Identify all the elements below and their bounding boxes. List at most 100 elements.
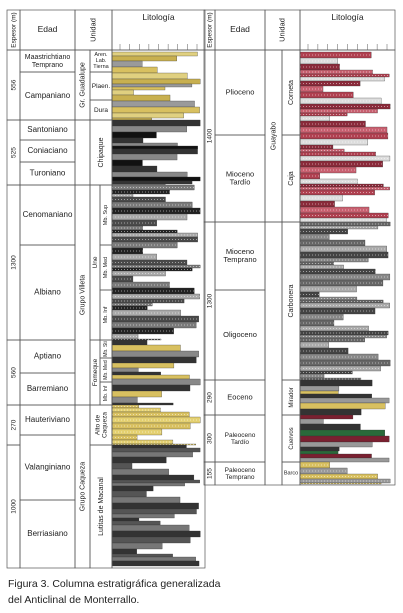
lithology-bar <box>299 453 372 459</box>
formation: Mirador <box>289 387 295 407</box>
header: Edad <box>230 24 250 34</box>
lithology-bar <box>111 496 181 504</box>
formation: Mb. Sti <box>103 341 109 357</box>
lithology-bar <box>111 72 188 80</box>
lithology-bar <box>111 344 181 352</box>
age: Mioceno Tardío <box>226 169 254 186</box>
lithology-bar <box>299 461 330 469</box>
label-line: Grupo Caqueza <box>79 462 86 512</box>
lithology-bar <box>111 60 143 68</box>
lithology-bar <box>299 206 370 214</box>
formation: Barco <box>284 471 298 477</box>
header: Litología <box>331 12 363 22</box>
label-line: Albiano <box>34 288 61 297</box>
lithology-bar <box>111 462 133 470</box>
label-line: 556 <box>10 79 17 90</box>
lithology-bar <box>299 370 353 375</box>
group: Grupo Caqueza <box>79 462 86 512</box>
thickness: 1300 <box>10 255 17 270</box>
lithology-bar <box>299 257 369 263</box>
lithology-bar <box>111 530 201 538</box>
thickness: 270 <box>10 419 17 430</box>
label-line: Tardío <box>230 178 251 187</box>
label-line: 560 <box>10 367 17 378</box>
age: Valanginiano <box>25 463 71 472</box>
cell <box>111 49 206 569</box>
lithology-bar <box>111 171 188 178</box>
lithology-bar <box>111 378 201 386</box>
label-line: Valanginiano <box>25 463 71 472</box>
label-line: Carbonera <box>288 284 295 317</box>
label-line: Mirador <box>289 387 295 407</box>
lithology-bar <box>111 145 198 150</box>
label-line: Barco <box>284 471 298 477</box>
thickness: 290 <box>206 392 213 403</box>
thickness: 155 <box>206 468 213 479</box>
label-line: 1300 <box>206 293 213 308</box>
lithology-bar <box>111 474 195 481</box>
lithology-bar <box>111 362 175 369</box>
lithology-bar <box>299 467 348 475</box>
lithology-bar <box>299 450 339 455</box>
lithology-bar <box>111 125 187 133</box>
header: Espesor (m) <box>10 12 17 47</box>
lithology-bar <box>299 429 385 437</box>
cell <box>264 221 283 486</box>
label-line: Guayabo <box>270 122 277 151</box>
lithology-bar <box>111 560 200 567</box>
lithology-bar <box>111 117 152 121</box>
lithology-bar <box>111 83 193 88</box>
lithology-bar <box>111 513 175 519</box>
lithology-bar <box>299 457 390 463</box>
age: Eoceno <box>227 392 252 401</box>
lithology-bar <box>111 384 191 392</box>
label-line: Unidad <box>277 18 286 42</box>
lithology-bar <box>111 502 199 510</box>
age: Coniaciano <box>27 146 68 155</box>
caption-line: Figura 3. Columna estratigráfica general… <box>8 578 221 590</box>
lithology-bar <box>111 315 199 323</box>
formation: Mb. Inf <box>103 306 109 323</box>
lithology-bar <box>299 414 354 420</box>
formation: Mb. Med <box>103 360 109 380</box>
label-line: Temprano <box>32 62 63 69</box>
label-line: Cuervos <box>289 427 295 449</box>
label-line: 1000 <box>10 499 17 514</box>
formation: Carbonera <box>288 284 295 317</box>
lithology-bar <box>299 408 362 416</box>
label-line: Alto de <box>94 415 101 436</box>
age: Hauteriviano <box>25 415 70 424</box>
label-line: Cenomaniano <box>23 210 73 219</box>
lithology-bar <box>111 490 147 498</box>
label-line: Mb. Inf <box>103 385 109 401</box>
cell <box>74 119 91 186</box>
lithology-bar <box>111 66 158 74</box>
label-line: Oligoceno <box>223 330 257 339</box>
label-line: Aren. <box>94 52 108 58</box>
lithology-bar <box>111 112 184 119</box>
label-line: Fomeque <box>92 358 99 386</box>
lithology <box>111 51 391 567</box>
formation: Une <box>92 256 99 268</box>
lithology-bar <box>299 418 324 425</box>
lithology-bar <box>111 548 137 555</box>
lithology-bar <box>299 319 335 327</box>
lithology-bar <box>111 159 143 167</box>
lithology-bar <box>111 350 199 358</box>
label-line: Paleoceno <box>225 432 256 439</box>
lithology-bar <box>111 86 166 91</box>
age: Maastrichtiano Temprano <box>25 54 71 69</box>
label-line: Eoceno <box>227 392 252 401</box>
label-line: Plioceno <box>226 87 255 96</box>
lithology-bar <box>111 100 195 108</box>
lithology-bar <box>111 468 169 476</box>
lithology-bar <box>111 524 190 532</box>
lithology-bar <box>111 536 191 544</box>
label-line: 1400 <box>206 128 213 143</box>
label-line: Chipaque <box>98 137 105 167</box>
lithology-bar <box>299 435 390 443</box>
label-line: Mioceno <box>226 169 254 178</box>
label-line: Temprano <box>226 474 255 481</box>
age: Berriasiano <box>27 529 68 538</box>
